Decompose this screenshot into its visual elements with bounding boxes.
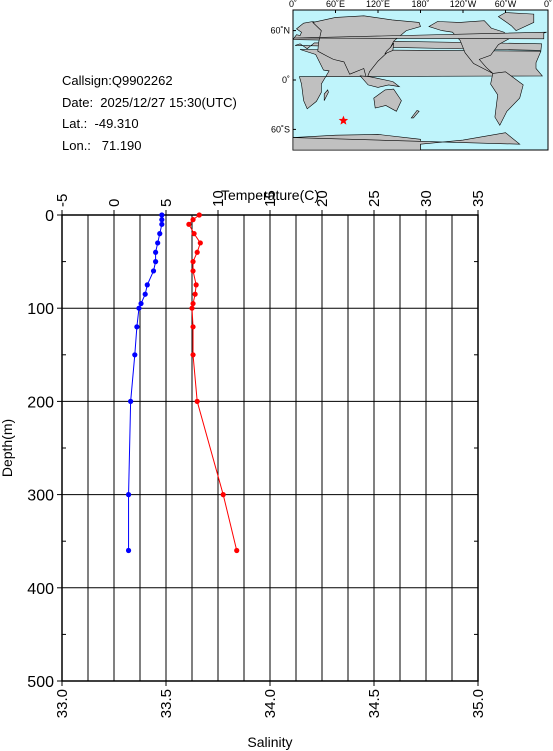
temperature-data-point (193, 282, 199, 288)
salinity-tick-label: 34.5 (366, 689, 383, 718)
temperature-axis-label: Temperature(C) (221, 187, 319, 203)
land-uk (294, 31, 547, 40)
temperature-data-point (191, 231, 197, 237)
temperature-data-point (190, 352, 196, 358)
temperature-tick-label: 10 (210, 190, 227, 207)
temperature-tick-label: 30 (418, 190, 435, 207)
depth-tick-label: 500 (27, 674, 54, 691)
salinity-tick-label: 33.5 (158, 689, 175, 718)
land-australia (373, 88, 402, 112)
temperature-tick-label: 25 (366, 190, 383, 207)
temperature-tick-label: -5 (54, 194, 71, 207)
temperature-data-point (186, 221, 192, 227)
map-lon-label: 60˚W (495, 0, 517, 9)
land-new-zealand (410, 110, 420, 119)
land-asia (312, 15, 421, 81)
land-japan (384, 42, 394, 55)
map-lon-label: 60˚E (326, 0, 345, 9)
depth-tick-label: 400 (27, 581, 54, 598)
map-lon-label: 0˚ (544, 0, 552, 9)
salinity-data-point (155, 240, 161, 246)
latitude-text: Lat.: -49.310 (62, 116, 139, 131)
salinity-data-point (125, 492, 132, 498)
land-indonesia (359, 75, 401, 88)
temperature-data-point (192, 291, 198, 297)
salinity-data-point (159, 221, 165, 227)
salinity-axis: 33.0 33.5 34.0 34.5 35.0 (54, 681, 487, 718)
temperature-axis: -5 0 5 10 15 20 25 30 35 (54, 190, 487, 215)
temperature-data-point (194, 398, 200, 404)
map-lat-label: 0˚ (282, 75, 290, 85)
depth-tick-label: 300 (27, 488, 54, 505)
salinity-data-point (128, 398, 134, 404)
temperature-data-point (189, 305, 195, 311)
salinity-data-point (132, 352, 138, 358)
temperature-data-point (190, 217, 196, 223)
salinity-data-point (134, 324, 140, 330)
salinity-data-point (159, 217, 165, 223)
temperature-data-point (190, 324, 196, 330)
depth-tick-label: 200 (27, 394, 54, 411)
temperature-tick-label: 20 (314, 190, 331, 207)
salinity-data-point (150, 268, 157, 274)
salinity-data-point (138, 300, 144, 307)
salinity-data-point (144, 282, 150, 288)
map-lat-label: 60˚S (271, 124, 290, 134)
temperature-data-point (196, 212, 202, 218)
salinity-tick-label: 35.0 (470, 689, 487, 718)
temperature-tick-label: 15 (262, 190, 279, 207)
salinity-data-point (159, 212, 165, 218)
salinity-tick-label: 33.0 (54, 689, 71, 718)
map-land (292, 12, 547, 151)
salinity-axis-label: Salinity (247, 734, 292, 750)
map-lon-label: 120˚W (450, 0, 477, 9)
salinity-data-point (136, 305, 142, 311)
salinity-data-point (125, 547, 132, 554)
float-location-marker (338, 115, 349, 125)
date-text: Date: 2025/12/27 15:30(UTC) (62, 95, 237, 110)
salinity-data-point (153, 249, 159, 255)
temperature-data-point (194, 249, 200, 255)
series-layer (125, 212, 240, 554)
temperature-tick-label: 5 (158, 199, 175, 207)
map-lon-label: 180˚ (411, 0, 429, 9)
salinity-data-point (157, 231, 163, 237)
map-lon-label: 120˚E (366, 0, 390, 9)
land-madagascar (323, 89, 329, 101)
temperature-data-point (190, 300, 196, 307)
map-lon-label: 0˚ (289, 0, 297, 9)
callsign-text: Callsign:Q9902262 (62, 73, 173, 88)
depth-tick-label: 0 (45, 208, 54, 225)
temperature-tick-label: 35 (470, 190, 487, 207)
salinity-tick-label: 34.0 (262, 689, 279, 718)
depth-axis-label: Depth(m) (0, 419, 15, 477)
temperature-data-point (190, 268, 196, 274)
profile-chart: -5 0 5 10 15 20 25 30 35 33.0 33.5 34.0 34.5 35.0 01… (0, 187, 487, 750)
world-map: 0˚ 60˚E 120˚E 180˚ 120˚W 60˚W 0˚ 60˚N 0˚ 60˚S (270, 0, 552, 151)
salinity-data-point (142, 291, 148, 297)
temperature-tick-label: 0 (106, 199, 123, 207)
depth-tick-label: 100 (27, 301, 54, 318)
salinity-data-point (153, 259, 159, 265)
temperature-data-point (190, 259, 196, 265)
longitude-text: Lon.: 71.190 (62, 138, 142, 153)
land-south-america (490, 71, 524, 126)
map-axis-labels: 0˚ 60˚E 120˚E 180˚ 120˚W 60˚W 0˚ 60˚N 0˚ 60˚S (270, 0, 552, 134)
land-antarctica-west (292, 132, 521, 151)
depth-axis: 0 100 200 300 400 500 (27, 208, 62, 691)
map-lat-label: 60˚N (270, 26, 290, 36)
temperature-data-point (197, 240, 203, 246)
temperature-data-point (220, 492, 226, 498)
temperature-data-point (234, 547, 240, 554)
